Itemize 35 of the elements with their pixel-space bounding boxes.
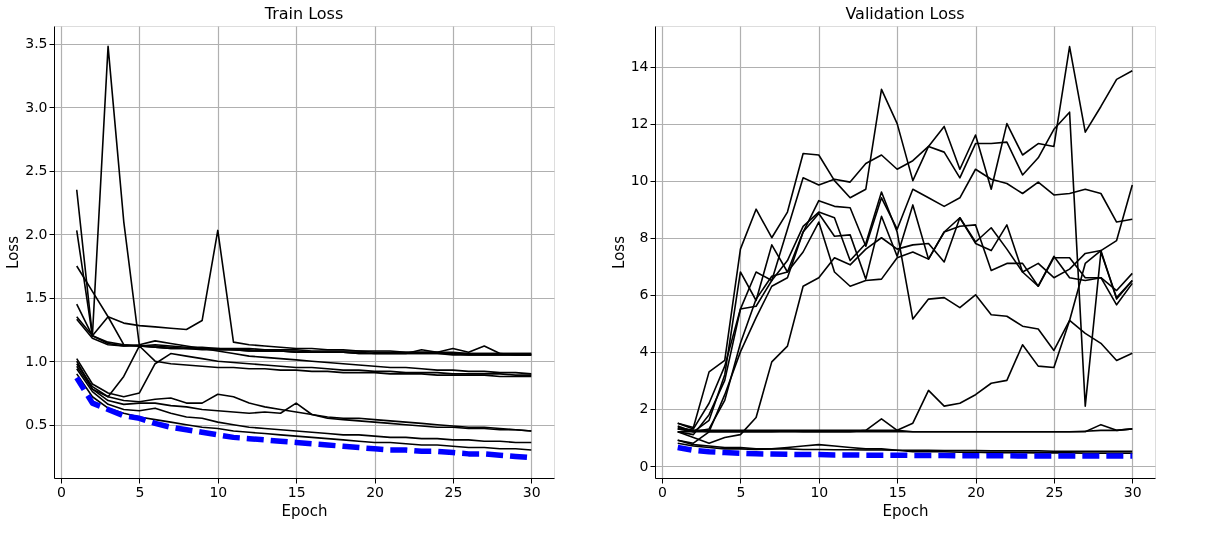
- x-tick-label: 5: [135, 483, 145, 500]
- x-tick-label: 15: [888, 483, 907, 500]
- x-tick-label: 25: [1045, 483, 1064, 500]
- y-tick-label: 6: [639, 286, 649, 303]
- x-tick-label: 0: [57, 483, 67, 500]
- y-tick-label: 0.5: [25, 416, 48, 433]
- y-tick-label: 1.5: [25, 289, 48, 306]
- y-tick-label: 10: [630, 172, 649, 189]
- x-tick-label: 20: [967, 483, 985, 500]
- y-tick-label: 1.0: [25, 352, 48, 369]
- x-tick-label: 0: [658, 483, 668, 500]
- x-tick-label: 30: [522, 483, 541, 500]
- x-tick-label: 15: [287, 483, 306, 500]
- x-tick-label: 5: [736, 483, 746, 500]
- x-tick-label: 10: [810, 483, 829, 500]
- y-axis-title: Loss: [4, 235, 23, 269]
- x-tick-label: 20: [366, 483, 384, 500]
- y-tick-label: 0: [639, 457, 649, 474]
- y-tick-label: 14: [630, 58, 649, 75]
- x-axis-title: Epoch: [882, 501, 929, 520]
- y-tick-label: 2: [639, 400, 649, 417]
- y-tick-label: 12: [630, 115, 649, 132]
- x-tick-label: 10: [209, 483, 228, 500]
- y-tick-label: 3.0: [25, 98, 48, 115]
- y-tick-label: 8: [639, 229, 649, 246]
- x-tick-label: 25: [444, 483, 463, 500]
- y-axis-title: Loss: [609, 235, 628, 269]
- y-tick-label: 3.5: [25, 35, 48, 52]
- x-tick-label: 30: [1123, 483, 1142, 500]
- chart-title: Validation Loss: [845, 4, 965, 23]
- y-tick-label: 2.0: [25, 225, 48, 242]
- y-tick-label: 4: [639, 343, 649, 360]
- x-axis-title: Epoch: [281, 501, 328, 520]
- y-tick-label: 2.5: [25, 162, 48, 179]
- chart-title: Train Loss: [263, 4, 344, 23]
